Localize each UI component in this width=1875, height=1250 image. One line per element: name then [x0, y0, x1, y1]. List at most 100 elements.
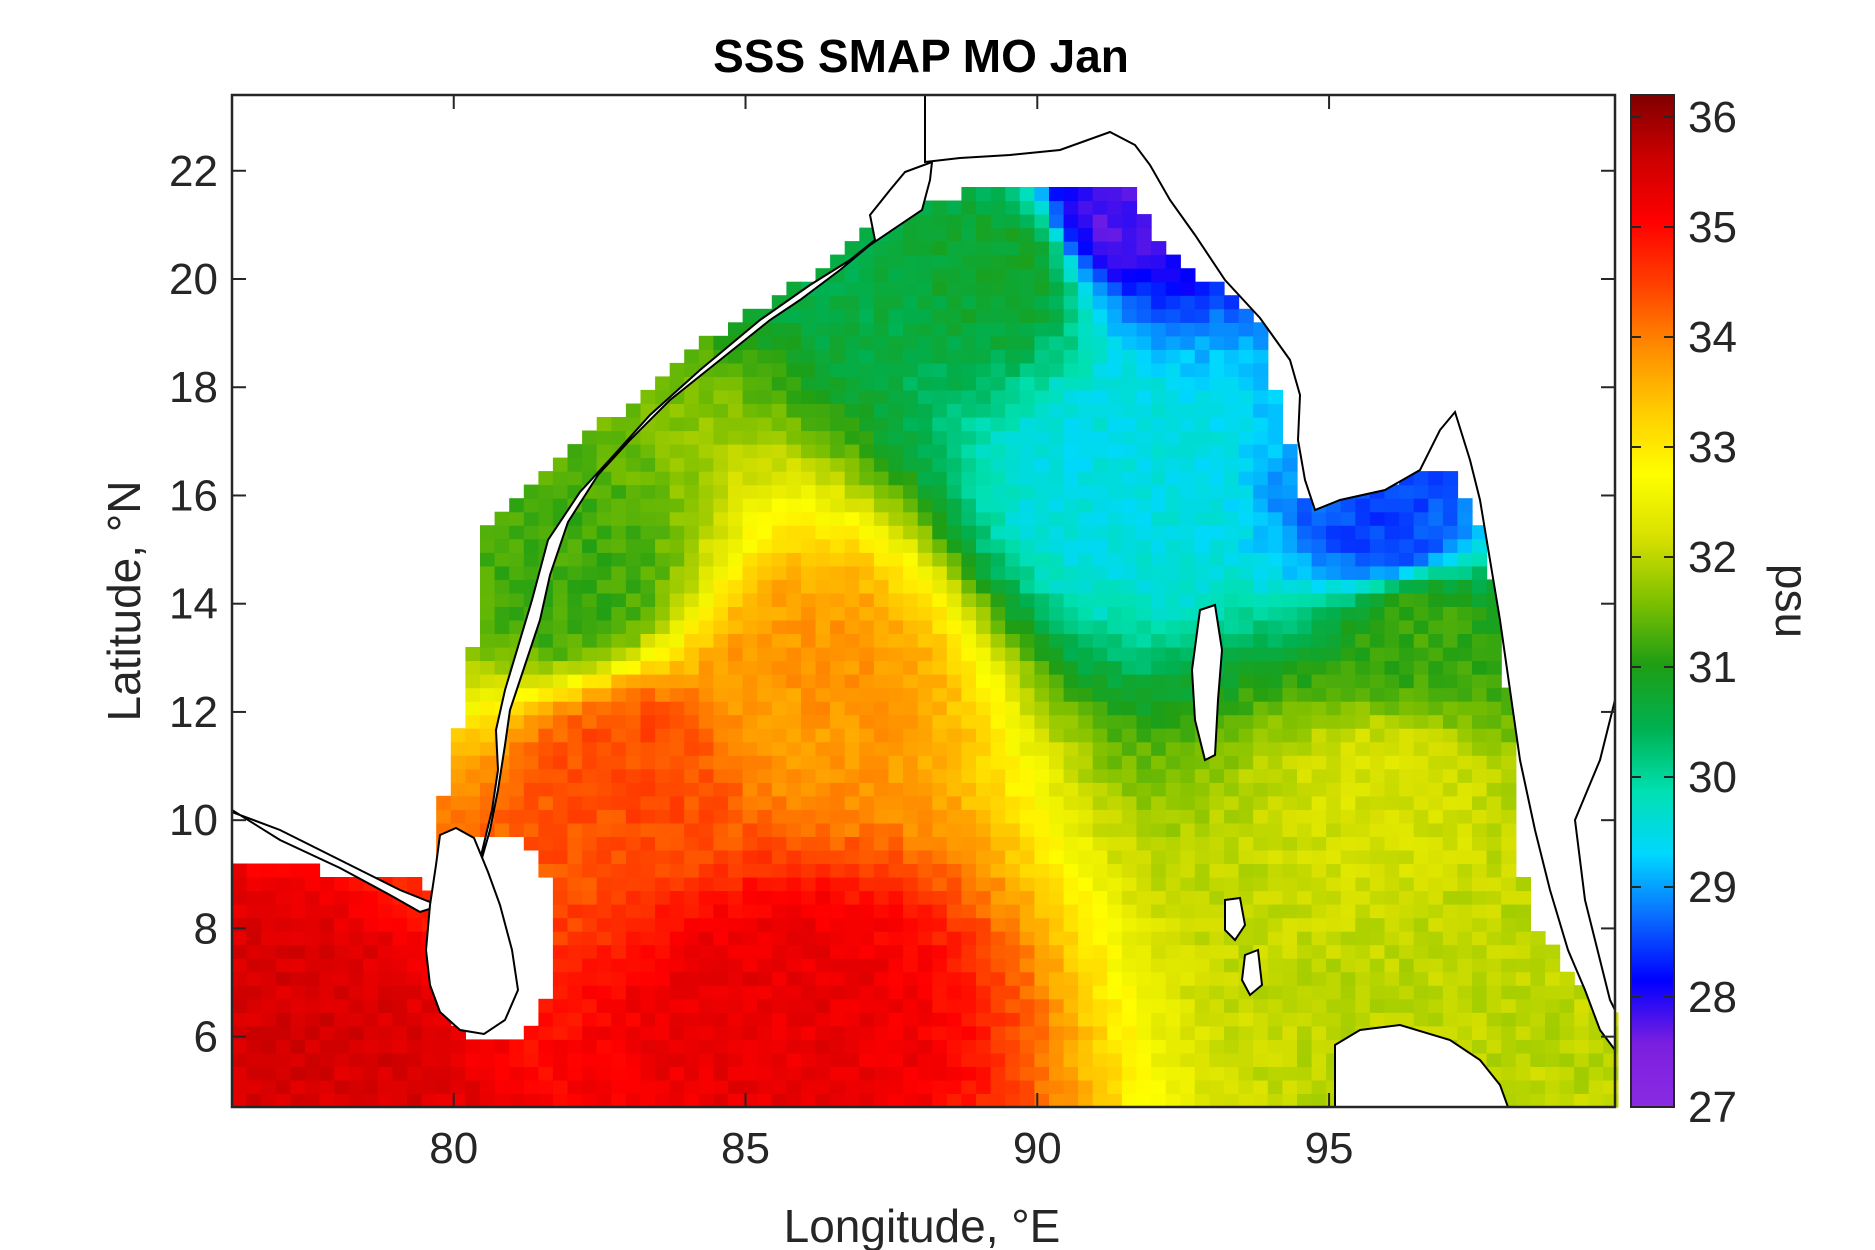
heatmap-cell	[713, 849, 729, 864]
heatmap-cell	[1340, 849, 1356, 864]
heatmap-cell	[334, 985, 350, 1000]
heatmap-cell	[946, 565, 962, 580]
heatmap-cell	[1384, 782, 1400, 797]
heatmap-cell	[976, 227, 992, 242]
heatmap-cell	[1063, 619, 1079, 634]
heatmap-cell	[1369, 728, 1386, 743]
heatmap-cell	[1224, 1039, 1240, 1054]
heatmap-cell	[932, 295, 948, 310]
heatmap-cell	[1472, 782, 1488, 797]
heatmap-cell	[1413, 511, 1429, 526]
heatmap-cell	[261, 985, 277, 1000]
heatmap-cell	[1224, 308, 1240, 323]
heatmap-cell	[1049, 200, 1065, 215]
heatmap-cell	[538, 863, 554, 878]
heatmap-cell	[1515, 1025, 1531, 1040]
heatmap-cell	[1253, 525, 1269, 540]
heatmap-cell	[815, 1093, 831, 1108]
heatmap-cell	[1326, 565, 1342, 580]
heatmap-cell	[1253, 728, 1269, 743]
heatmap-cell	[1194, 376, 1210, 391]
heatmap-cell	[1238, 701, 1254, 716]
heatmap-cell	[552, 1093, 569, 1108]
heatmap-cell	[1180, 714, 1196, 729]
heatmap-cell	[1121, 728, 1138, 743]
heatmap-cell	[1399, 998, 1415, 1013]
heatmap-cell	[1559, 998, 1575, 1013]
heatmap-cell	[1369, 674, 1386, 689]
heatmap-cell	[1078, 1079, 1094, 1094]
heatmap-cell	[1194, 1093, 1210, 1108]
heatmap-cell	[1019, 322, 1035, 337]
heatmap-cell	[1107, 917, 1123, 932]
heatmap-cell	[801, 809, 817, 824]
heatmap-cell	[1180, 471, 1196, 486]
heatmap-cell	[1034, 985, 1050, 1000]
heatmap-cell	[1151, 890, 1167, 905]
heatmap-cell	[1253, 822, 1269, 837]
heatmap-cell	[1545, 1093, 1561, 1108]
heatmap-cell	[1355, 985, 1371, 1000]
heatmap-cell	[815, 687, 831, 702]
heatmap-cell	[742, 552, 758, 567]
heatmap-cell	[640, 633, 656, 648]
heatmap-cell	[640, 619, 656, 634]
heatmap-cell	[946, 728, 962, 743]
heatmap-cell	[1194, 592, 1210, 607]
heatmap-cell	[1369, 714, 1386, 729]
heatmap-cell	[1019, 471, 1035, 486]
heatmap-cell	[1311, 998, 1327, 1013]
heatmap-cell	[844, 917, 860, 932]
heatmap-cell	[1005, 1093, 1021, 1108]
heatmap-cell	[1224, 822, 1240, 837]
heatmap-cell	[1063, 552, 1079, 567]
heatmap-cell	[757, 592, 773, 607]
heatmap-cell	[1267, 660, 1283, 675]
heatmap-cell	[728, 822, 744, 837]
heatmap-cell	[859, 755, 875, 770]
heatmap-cell	[625, 863, 642, 878]
heatmap-cell	[757, 457, 773, 472]
heatmap-cell	[1442, 863, 1459, 878]
heatmap-cell	[1311, 836, 1327, 851]
heatmap-cell	[1092, 985, 1108, 1000]
heatmap-cell	[1384, 998, 1400, 1013]
heatmap-cell	[932, 660, 948, 675]
heatmap-cell	[1297, 998, 1313, 1013]
heatmap-cell	[1238, 457, 1254, 472]
heatmap-cell	[859, 904, 875, 919]
heatmap-cell	[946, 687, 962, 702]
heatmap-cell	[830, 904, 846, 919]
heatmap-cell	[1472, 619, 1488, 634]
heatmap-cell	[304, 863, 321, 878]
heatmap-cell	[1063, 200, 1079, 215]
heatmap-cell	[713, 1012, 729, 1027]
heatmap-cell	[771, 538, 787, 553]
heatmap-cell	[363, 998, 379, 1013]
heatmap-cell	[1209, 281, 1225, 296]
heatmap-cell	[1034, 362, 1050, 377]
heatmap-cell	[582, 1039, 598, 1054]
heatmap-cell	[1282, 1093, 1298, 1108]
heatmap-cell	[1209, 498, 1225, 513]
heatmap-cell	[830, 1066, 846, 1081]
heatmap-cell	[946, 471, 962, 486]
heatmap-cell	[1224, 849, 1240, 864]
heatmap-cell	[742, 579, 758, 594]
heatmap-cell	[1136, 1079, 1152, 1094]
heatmap-cell	[392, 1052, 408, 1067]
heatmap-cell	[786, 281, 802, 296]
heatmap-cell	[859, 268, 875, 283]
heatmap-cell	[1049, 538, 1065, 553]
heatmap-cell	[1238, 741, 1254, 756]
heatmap-cell	[1194, 890, 1210, 905]
heatmap-cell	[552, 1025, 569, 1040]
heatmap-cell	[961, 904, 977, 919]
heatmap-cell	[611, 755, 627, 770]
heatmap-cell	[815, 877, 831, 892]
heatmap-cell	[1413, 606, 1429, 621]
heatmap-cell	[932, 592, 948, 607]
heatmap-cell	[961, 538, 977, 553]
heatmap-cell	[713, 1079, 729, 1094]
heatmap-cell	[232, 917, 248, 932]
